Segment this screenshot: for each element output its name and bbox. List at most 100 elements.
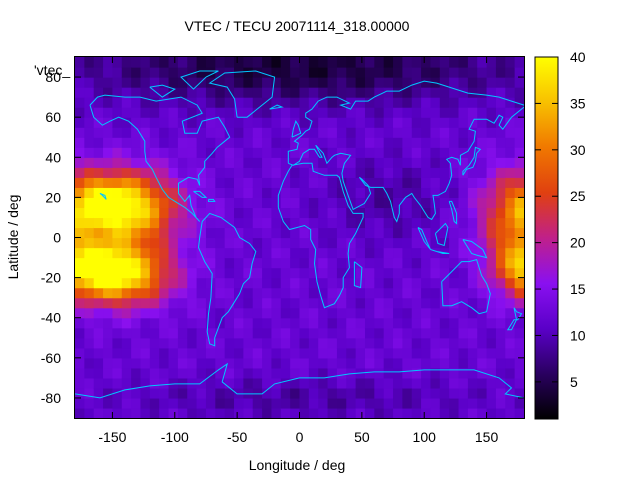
heatmap-cell [234, 217, 244, 229]
heatmap-cell [252, 307, 263, 319]
heatmap-cell [262, 237, 273, 249]
heatmap-cell [308, 57, 319, 68]
heatmap-cell [421, 87, 432, 98]
heatmap-cell [159, 317, 170, 329]
heatmap-cell [149, 117, 160, 128]
heatmap-cell [449, 67, 460, 78]
heatmap-cell [187, 347, 198, 359]
heatmap-cell [458, 137, 469, 148]
heatmap-cell [243, 337, 254, 349]
heatmap-cell [271, 277, 282, 289]
y-tick-label: 60 [45, 109, 61, 125]
heatmap-cell [421, 367, 432, 379]
coastline-path [277, 162, 364, 309]
heatmap-cell [224, 387, 235, 399]
heatmap-cell [467, 187, 478, 198]
heatmap-cell [215, 87, 226, 98]
heatmap-cell [421, 157, 432, 168]
heatmap-cell [364, 337, 375, 349]
heatmap-cell [271, 87, 282, 98]
heatmap-cell [177, 217, 188, 229]
heatmap-cell [346, 107, 357, 118]
heatmap-cell [215, 127, 226, 138]
heatmap-cell [477, 157, 488, 168]
heatmap-cell [514, 357, 525, 369]
heatmap-cell [346, 397, 357, 409]
heatmap-cell [505, 137, 516, 148]
heatmap-cell [224, 267, 235, 279]
heatmap-cell [318, 337, 329, 349]
heatmap-cell [458, 277, 469, 289]
heatmap-cell [505, 297, 516, 309]
heatmap-cell [205, 227, 216, 239]
heatmap-cell [364, 307, 375, 319]
heatmap-cell [84, 247, 95, 259]
heatmap-cell [486, 287, 497, 299]
heatmap-cell [196, 87, 207, 98]
heatmap-cell [421, 347, 432, 359]
heatmap-cell [364, 197, 375, 209]
heatmap-cell [430, 327, 441, 339]
heatmap-cell [467, 377, 478, 389]
heatmap-cell [84, 377, 95, 389]
heatmap-cell [336, 87, 347, 98]
heatmap-cell [93, 247, 104, 259]
heatmap-cell [290, 57, 301, 68]
heatmap-cell [84, 57, 95, 68]
coastline-path [441, 258, 491, 315]
heatmap-cell [430, 347, 441, 359]
heatmap-cell [327, 167, 338, 178]
heatmap-cell [402, 257, 413, 269]
heatmap-cell [75, 237, 85, 249]
heatmap-cell [411, 407, 422, 419]
heatmap-cell [262, 157, 273, 168]
heatmap-cell [346, 327, 357, 339]
heatmap-cell [280, 237, 291, 249]
heatmap-cell [290, 297, 301, 309]
heatmap-cell [430, 67, 441, 78]
heatmap-cell [458, 97, 469, 108]
heatmap-cell [421, 377, 432, 389]
heatmap-cell [495, 167, 506, 178]
heatmap-cell [271, 237, 282, 249]
heatmap-cell [224, 227, 235, 239]
heatmap-cell [149, 77, 160, 88]
heatmap-cell [411, 257, 422, 269]
heatmap-cell [449, 347, 460, 359]
plot-border [74, 56, 525, 419]
heatmap-cell [112, 187, 123, 198]
heatmap-cell [402, 387, 413, 399]
heatmap-cell [149, 337, 160, 349]
heatmap-cell [383, 247, 394, 259]
heatmap-cell [121, 397, 132, 409]
heatmap-cell [505, 347, 516, 359]
heatmap-cell [383, 407, 394, 419]
heatmap-cell [234, 167, 244, 178]
heatmap-cell [140, 87, 151, 98]
heatmap-cell [402, 367, 413, 379]
heatmap-cell [486, 127, 497, 138]
heatmap-cell [215, 197, 226, 209]
heatmap-cell [262, 57, 273, 68]
heatmap-cell [215, 307, 226, 319]
heatmap-cell [486, 227, 497, 239]
y-tick-label: 20 [45, 189, 61, 205]
heatmap-cell [308, 187, 319, 198]
heatmap-cell [393, 147, 403, 158]
heatmap-cell [131, 287, 142, 299]
heatmap-cell [393, 187, 403, 198]
heatmap-cell [280, 337, 291, 349]
heatmap-cell [467, 267, 478, 279]
heatmap-cell [177, 107, 188, 118]
heatmap-cell [514, 57, 525, 68]
heatmap-cell [149, 227, 160, 239]
heatmap-cell [477, 407, 488, 419]
heatmap-cell [383, 337, 394, 349]
heatmap-cell [495, 147, 506, 158]
heatmap-cell [299, 157, 310, 168]
heatmap-cell [327, 197, 338, 209]
heatmap-cell [327, 97, 338, 108]
heatmap-cell [215, 367, 226, 379]
heatmap-cell [374, 337, 385, 349]
